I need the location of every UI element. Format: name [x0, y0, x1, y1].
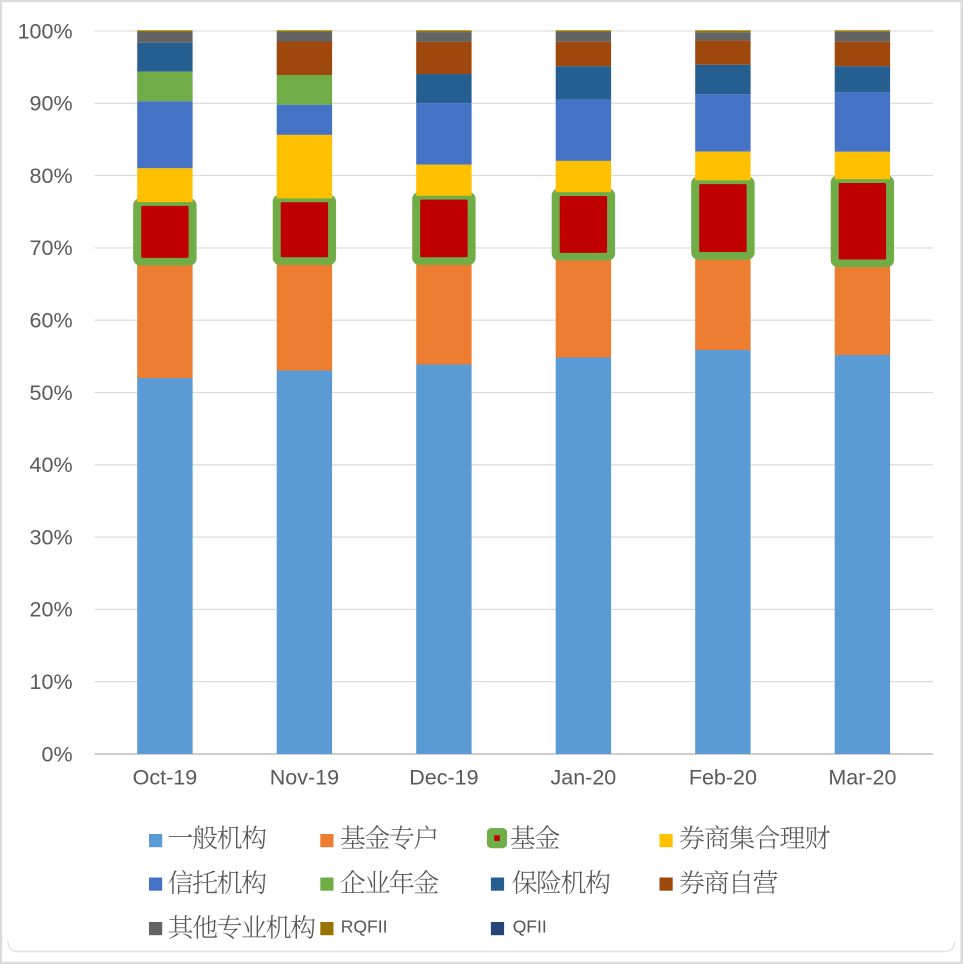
svg-text:50%: 50%	[30, 381, 73, 405]
svg-text:QFII: QFII	[513, 917, 547, 937]
svg-text:80%: 80%	[30, 164, 73, 188]
svg-text:20%: 20%	[30, 598, 73, 622]
svg-text:100%: 100%	[18, 19, 73, 43]
svg-text:40%: 40%	[30, 453, 73, 477]
svg-text:30%: 30%	[30, 525, 73, 549]
svg-text:Oct-19: Oct-19	[133, 766, 198, 790]
svg-text:Feb-20: Feb-20	[689, 766, 757, 790]
svg-text:90%: 90%	[30, 92, 73, 116]
svg-text:Dec-19: Dec-19	[409, 766, 478, 790]
svg-text:60%: 60%	[30, 309, 73, 333]
svg-text:RQFII: RQFII	[341, 917, 388, 937]
svg-text:Mar-20: Mar-20	[828, 766, 896, 790]
svg-text:Nov-19: Nov-19	[270, 766, 339, 790]
svg-text:Jan-20: Jan-20	[551, 766, 617, 790]
svg-text:10%: 10%	[30, 670, 73, 694]
svg-text:0%: 0%	[42, 742, 73, 766]
svg-text:70%: 70%	[30, 236, 73, 260]
